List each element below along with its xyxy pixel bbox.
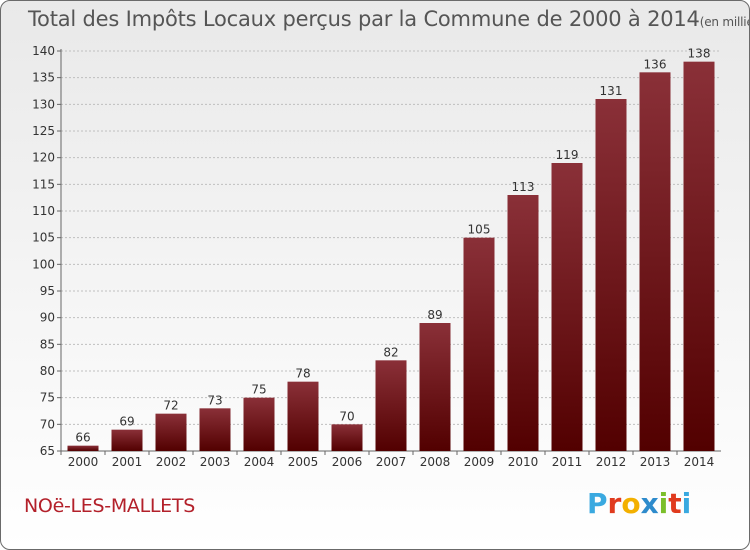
logo-letter: P	[587, 487, 608, 520]
logo-letter: t	[668, 487, 682, 520]
value-label: 89	[427, 308, 442, 322]
value-label: 66	[75, 431, 90, 445]
chart-unit-note: (en milliers d'€)	[699, 15, 749, 29]
y-tick-label: 90	[40, 311, 55, 325]
bar-2014[interactable]	[683, 61, 715, 452]
value-label: 72	[163, 399, 178, 413]
x-tick-label: 2012	[596, 455, 627, 469]
value-label: 70	[339, 409, 354, 423]
x-tick-label: 2005	[288, 455, 319, 469]
data-labels: 66 69 72 73 75 78 70 82 89 105 113 119 131 136 138	[75, 47, 710, 445]
bar-2000[interactable]	[67, 445, 99, 451]
bar-2006[interactable]	[331, 424, 363, 451]
x-tick-label: 2001	[112, 455, 143, 469]
bar-2003[interactable]	[199, 408, 231, 451]
x-tick-label: 2009	[464, 455, 495, 469]
x-tick-label: 2000	[68, 455, 99, 469]
bar-2004[interactable]	[243, 397, 275, 451]
bars	[67, 61, 715, 452]
y-tick-label: 125	[32, 124, 55, 138]
y-tick-label: 100	[32, 257, 55, 271]
value-label: 131	[600, 84, 623, 98]
value-label: 73	[207, 393, 222, 407]
value-label: 138	[688, 47, 711, 61]
axes: 65 70 75 80 85 90 95 100 105 110 115 120 125 130 135 14…	[32, 44, 721, 469]
chart-title: Total des Impôts Locaux perçus par la Co…	[28, 7, 749, 31]
x-tick-label: 2004	[244, 455, 275, 469]
x-tick-label: 2014	[684, 455, 715, 469]
y-tick-label: 135	[32, 71, 55, 85]
y-tick-label: 105	[32, 231, 55, 245]
y-tick-label: 130	[32, 97, 55, 111]
bar-2010[interactable]	[507, 195, 539, 451]
y-tick-label: 70	[40, 417, 55, 431]
y-tick-label: 110	[32, 204, 55, 218]
y-tick-label: 120	[32, 151, 55, 165]
value-label: 75	[251, 383, 266, 397]
y-tick-label: 65	[40, 444, 55, 458]
bar-2007[interactable]	[375, 360, 407, 451]
y-tick-label: 85	[40, 337, 55, 351]
y-tick-label: 115	[32, 177, 55, 191]
value-label: 105	[468, 223, 491, 237]
bar-2005[interactable]	[287, 381, 319, 451]
bar-2002[interactable]	[155, 413, 187, 451]
logo-letter: i	[681, 487, 692, 520]
value-label: 113	[512, 180, 535, 194]
x-tick-label: 2011	[552, 455, 583, 469]
proxiti-logo[interactable]: Proxiti	[587, 487, 691, 520]
bar-2009[interactable]	[463, 237, 495, 451]
y-tick-label: 75	[40, 391, 55, 405]
x-tick-label: 2002	[156, 455, 187, 469]
logo-letter: x	[640, 487, 659, 520]
y-tick-label: 95	[40, 284, 55, 298]
commune-name: NOë-LES-MALLETS	[24, 495, 195, 517]
x-tick-label: 2006	[332, 455, 363, 469]
value-label: 82	[383, 345, 398, 359]
value-label: 78	[295, 367, 310, 381]
logo-letter: i	[658, 487, 669, 520]
bar-2013[interactable]	[639, 72, 671, 451]
value-label: 69	[119, 415, 134, 429]
x-tick-label: 2007	[376, 455, 407, 469]
value-label: 136	[644, 57, 667, 71]
bar-2011[interactable]	[551, 163, 583, 451]
logo-letter: r	[607, 487, 622, 520]
x-tick-label: 2010	[508, 455, 539, 469]
logo-letter: o	[621, 487, 641, 520]
x-tick-label: 2008	[420, 455, 451, 469]
value-label: 119	[556, 148, 579, 162]
x-tick-label: 2013	[640, 455, 671, 469]
bar-2012[interactable]	[595, 99, 627, 451]
x-tick-label: 2003	[200, 455, 231, 469]
chart-title-text: Total des Impôts Locaux perçus par la Co…	[28, 7, 700, 31]
y-tick-label: 80	[40, 364, 55, 378]
bar-2001[interactable]	[111, 429, 143, 451]
bar-2008[interactable]	[419, 323, 451, 451]
y-tick-label: 140	[32, 44, 55, 58]
